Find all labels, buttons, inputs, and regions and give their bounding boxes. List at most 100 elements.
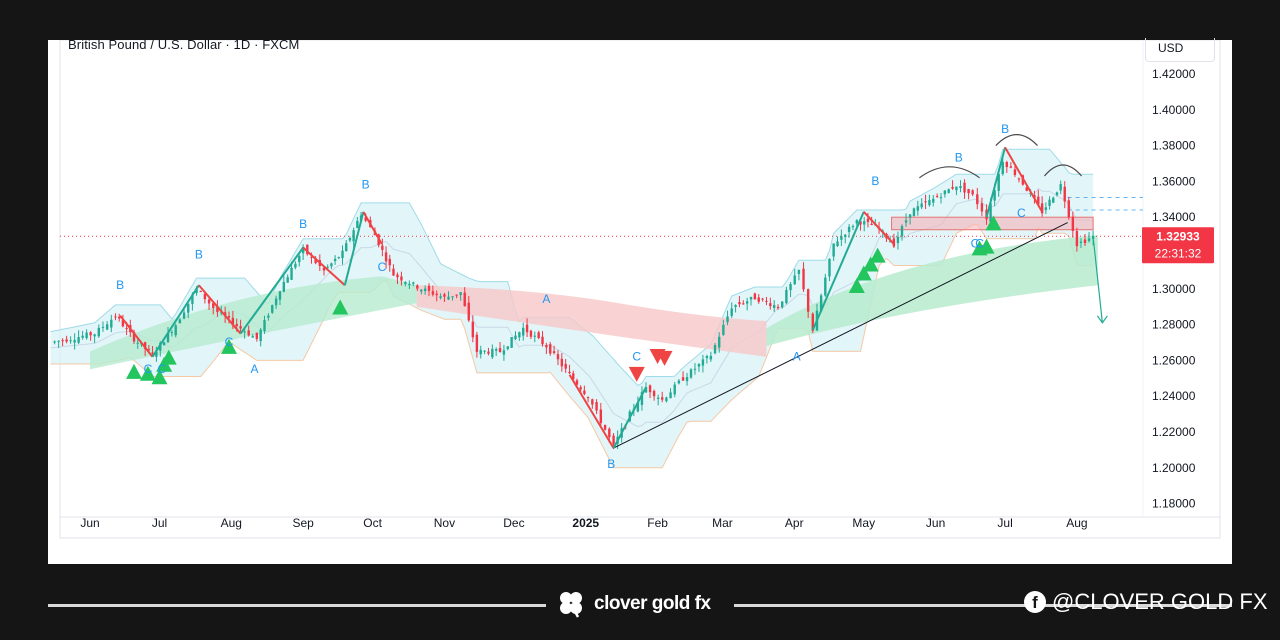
candle-body — [828, 258, 831, 277]
bearish-cloud — [416, 285, 767, 357]
candle-body — [412, 282, 415, 284]
candle-body — [705, 356, 709, 359]
last-price-tag-bg — [1142, 227, 1214, 264]
wave-zigzag-line — [198, 284, 242, 335]
candle-body — [951, 186, 954, 189]
candle-body — [586, 397, 590, 399]
candle-body — [844, 234, 847, 237]
candle-body — [789, 284, 792, 291]
candle-body — [207, 299, 211, 304]
facebook-icon: f — [1024, 591, 1046, 613]
candle-body — [971, 190, 974, 195]
trend-cloud — [90, 235, 1098, 370]
footer-divider-left — [48, 604, 546, 607]
candle-body — [870, 223, 873, 226]
candle-body — [525, 324, 529, 333]
candle-body — [125, 328, 128, 330]
candle-body — [73, 340, 76, 343]
wave-label: B — [871, 174, 879, 188]
candle-body — [132, 331, 136, 342]
candle-body — [1048, 199, 1051, 206]
candle-body — [932, 198, 935, 203]
wave-zigzag-line — [612, 386, 647, 449]
candle-body — [267, 315, 270, 318]
wave-label: B — [955, 151, 963, 165]
candle-body — [693, 368, 697, 370]
candle-body — [863, 221, 866, 225]
candle-body — [212, 303, 215, 308]
wave-label: A — [250, 362, 258, 376]
candle-body — [533, 335, 536, 337]
candle-body — [677, 380, 681, 384]
currency-button[interactable]: USD — [1145, 38, 1215, 62]
price-tick-label: 1.20000 — [1152, 461, 1196, 475]
candle-body — [709, 355, 713, 360]
candle-body — [1059, 184, 1062, 191]
candle-body — [989, 203, 992, 222]
wave-zigzag-line — [362, 211, 383, 245]
time-tick-label: Aug — [221, 516, 242, 530]
candle-body — [1052, 197, 1055, 203]
candle-body — [793, 275, 796, 285]
price-tick-label: 1.26000 — [1152, 353, 1196, 367]
wave-label: C — [971, 237, 980, 251]
candle-body — [1079, 241, 1083, 243]
price-tick-label: 1.40000 — [1152, 103, 1196, 117]
price-tick-label: 1.24000 — [1152, 389, 1196, 403]
candle-body — [806, 289, 810, 312]
candle-body — [916, 206, 920, 211]
candle-body — [105, 324, 109, 330]
candles — [53, 155, 1095, 450]
brand-logo: clover gold fx — [556, 590, 711, 618]
candle-body — [595, 402, 598, 411]
candle-body — [187, 303, 190, 313]
candle-body — [243, 331, 246, 333]
price-tick-label: 1.22000 — [1152, 425, 1196, 439]
buy-signal-triangle — [126, 363, 143, 379]
candle-body — [866, 218, 870, 222]
candle-body — [333, 258, 337, 262]
candle-body — [1001, 161, 1004, 175]
candle-body — [745, 301, 749, 304]
candle-body — [114, 316, 117, 318]
candle-body — [749, 296, 753, 300]
candle-body — [65, 339, 68, 342]
candle-body — [174, 325, 177, 336]
candle-body — [514, 335, 517, 340]
candle-body — [564, 363, 567, 369]
wave-zigzag-line — [1004, 146, 1044, 213]
candle-body — [757, 297, 760, 302]
candle-body — [980, 203, 984, 212]
candle-body — [522, 327, 525, 336]
wave-zigzag-line — [119, 315, 154, 358]
wave-label: A — [793, 349, 801, 363]
wave-zigzag-line — [985, 147, 1007, 218]
candle-body — [955, 186, 958, 191]
candle-body — [939, 197, 943, 199]
social-handle: f @CLOVER GOLD FX — [1024, 588, 1268, 616]
candle-body — [203, 293, 207, 300]
candle-body — [726, 316, 729, 323]
candle-body — [487, 351, 490, 354]
candle-body — [471, 321, 475, 338]
candle-body — [689, 369, 693, 378]
candle-body — [506, 346, 509, 350]
candle-body — [545, 344, 548, 348]
time-tick-label: Apr — [785, 516, 804, 530]
wave-label: C — [225, 335, 234, 349]
candle-body — [231, 317, 235, 326]
wave-label: B — [116, 278, 124, 292]
candle-body — [836, 241, 839, 247]
signals — [126, 215, 1002, 385]
candle-body — [753, 293, 757, 300]
social-handle-text: @CLOVER GOLD FX — [1052, 589, 1268, 614]
buy-signal-triangle — [985, 215, 1002, 231]
buy-signal-triangle — [332, 299, 349, 315]
candle-body — [400, 276, 403, 281]
forecast-arrow-head — [1096, 315, 1108, 324]
candle-body — [552, 351, 556, 354]
wave-zigzag-line — [863, 211, 895, 245]
candle-body — [859, 221, 862, 225]
